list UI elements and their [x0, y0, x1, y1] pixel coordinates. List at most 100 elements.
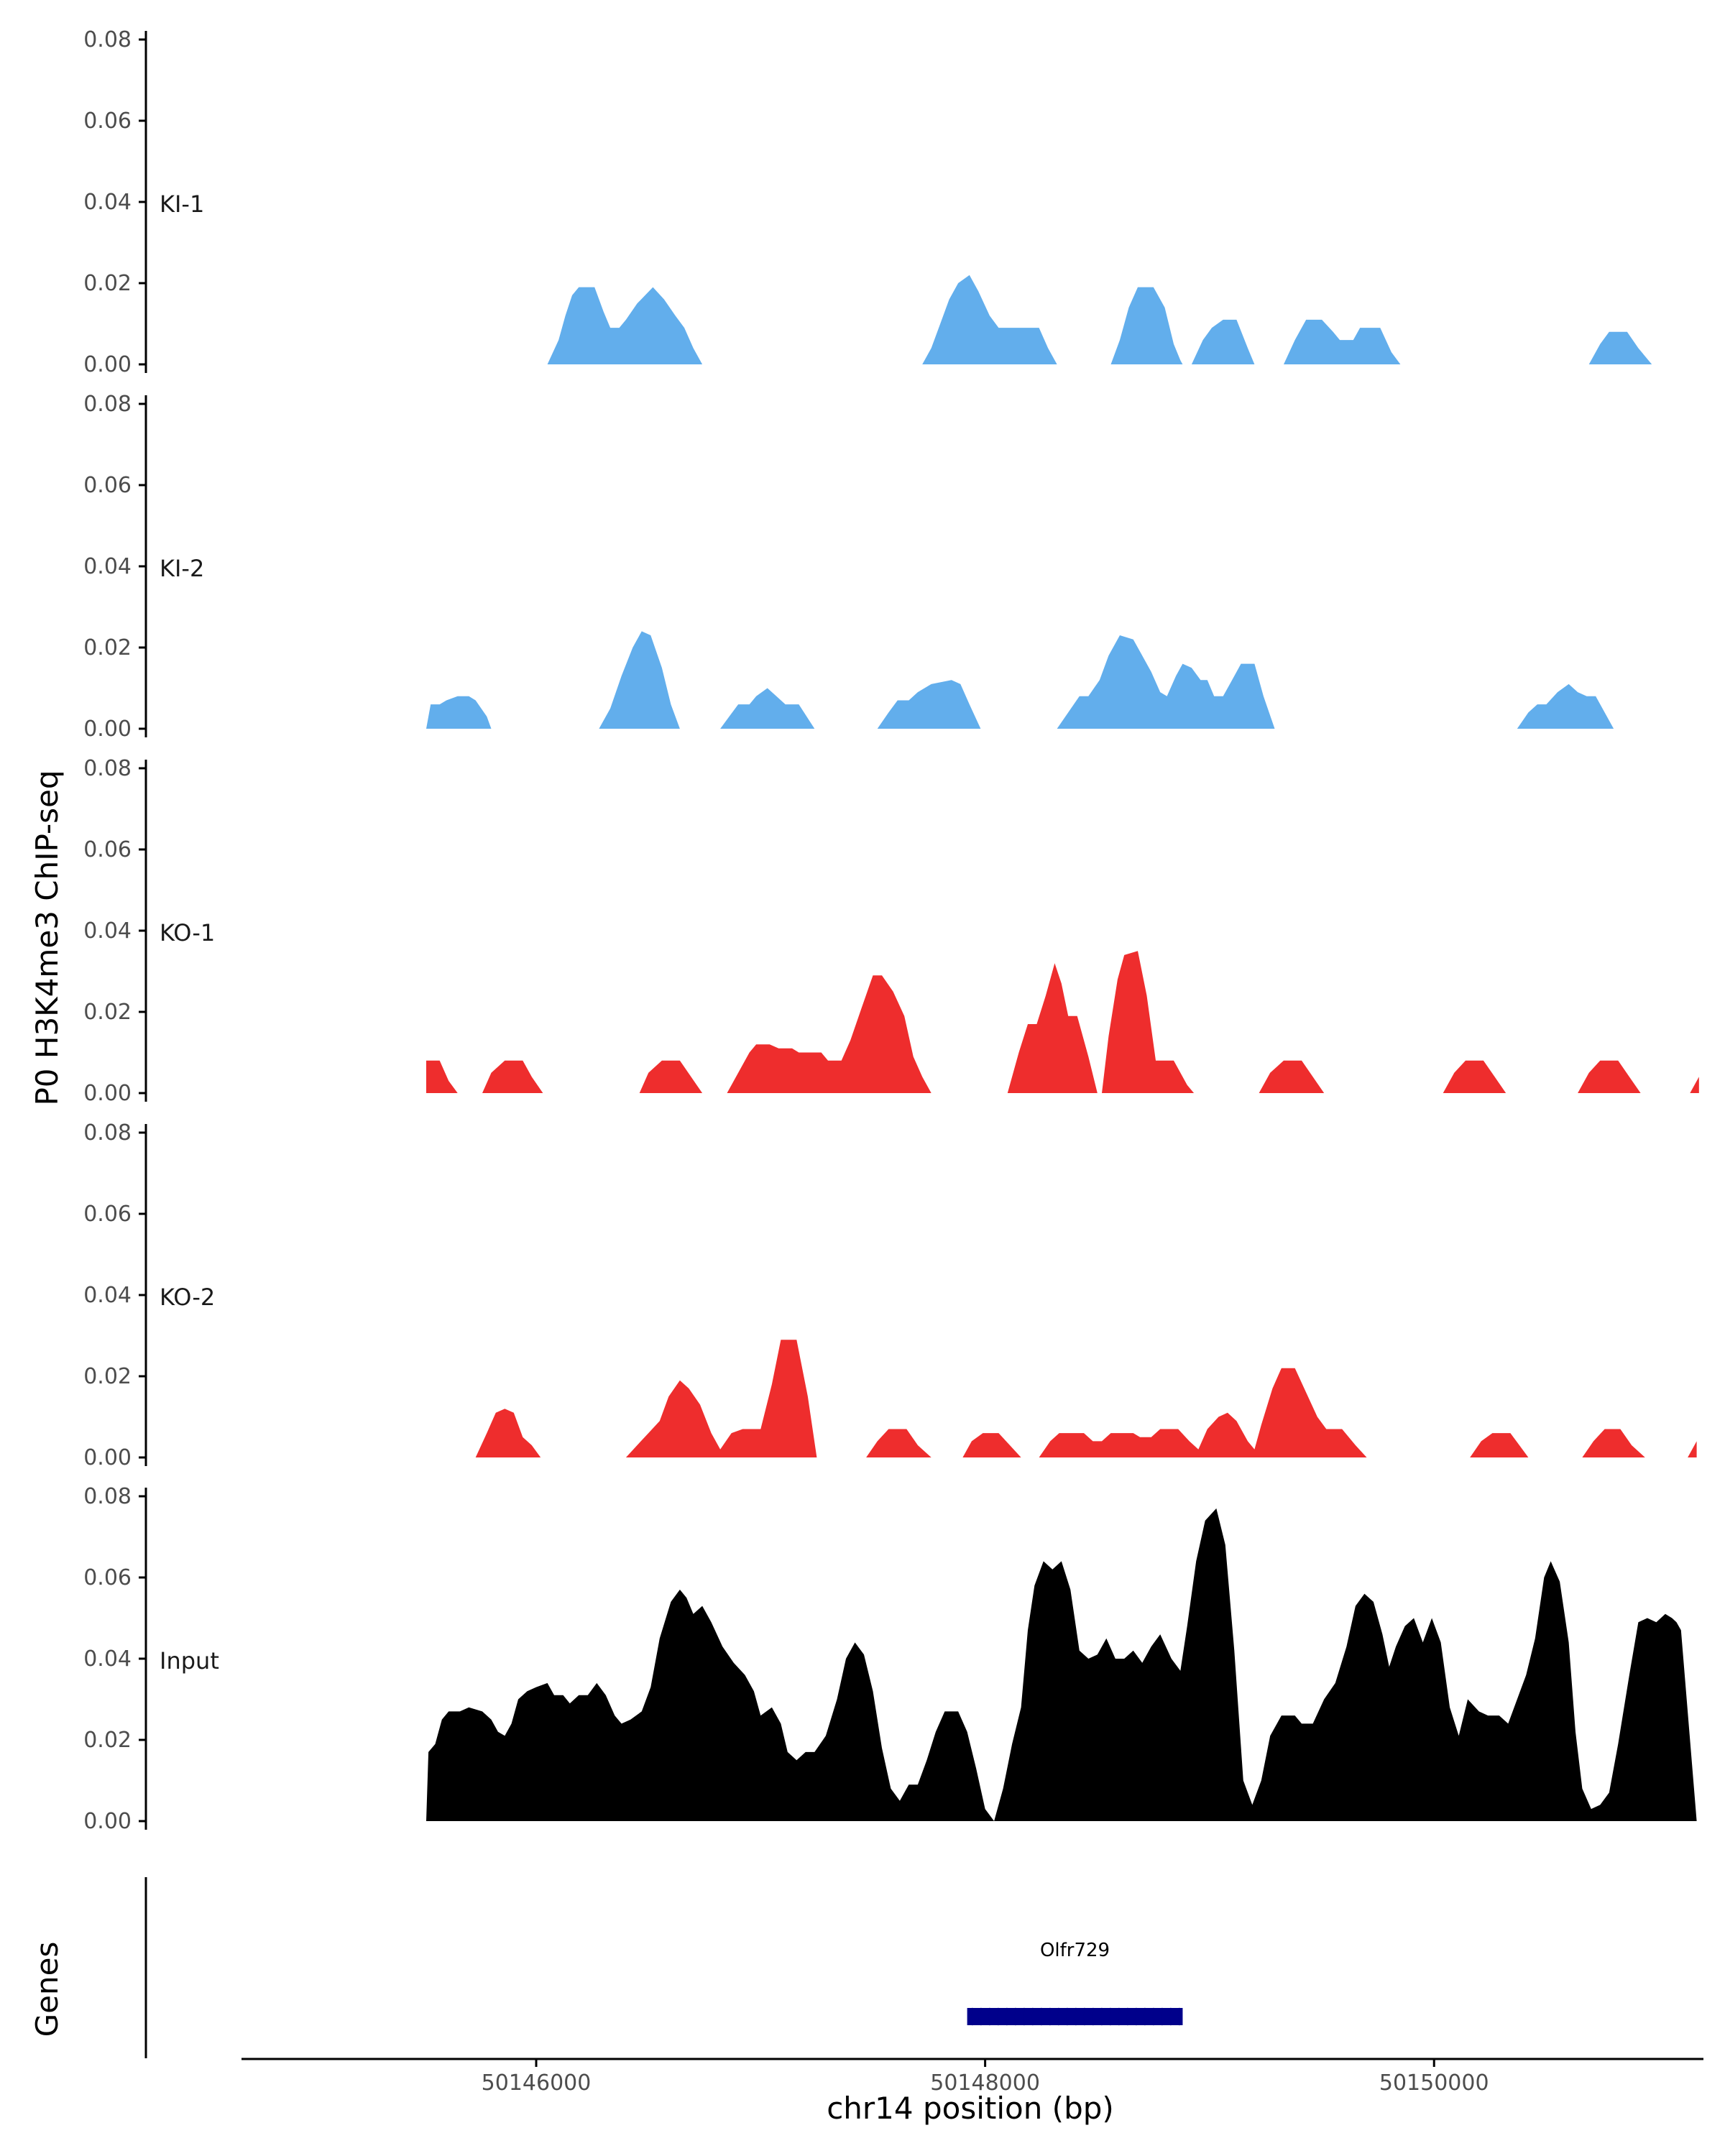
signal-peak-ko-2 [1582, 1429, 1645, 1457]
y-tick-label: 0.04 [83, 918, 132, 944]
signal-peak-ki-1 [1191, 319, 1255, 364]
y-tick-label: 0.08 [83, 756, 132, 781]
track-ko-1: 0.00 0.02 0.04 0.06 0.08 KO-1 [83, 756, 1699, 1106]
signal-peak-ko-2 [1688, 1441, 1697, 1457]
signal-peak-ki-1 [1588, 331, 1652, 364]
signal-peak-ki-2 [1057, 635, 1275, 729]
signal-peak-ko-1 [426, 1060, 458, 1093]
gene-olfr729: Olfr729 [967, 1940, 1183, 2026]
track-ki-1: 0.00 0.02 0.04 0.06 0.08 KI-1 [83, 27, 1652, 377]
signal-peak-input [426, 1508, 1697, 1821]
y-tick-label: 0.08 [83, 1120, 132, 1146]
strand-arrow-icon [1141, 2007, 1146, 2026]
track-label: KI-2 [160, 555, 204, 582]
track-label: KO-1 [160, 919, 215, 946]
signal-tracks: 0.00 0.02 0.04 0.06 0.08 KI-1 0.00 0.02 0.04 0.06… [83, 27, 1699, 1834]
signal-peak-ko-1 [1443, 1060, 1506, 1093]
y-tick-label: 0.04 [83, 1283, 132, 1308]
strand-arrow-icon [1107, 2007, 1112, 2026]
x-axis: 50146000 50148000 50150000 [242, 2058, 1703, 2096]
strand-arrow-icon [1021, 2007, 1026, 2026]
signal-peak-ko-2 [1470, 1433, 1529, 1457]
y-tick-label: 0.08 [83, 27, 132, 52]
strand-arrow-icon [978, 2007, 983, 2026]
strand-arrow-icon [1012, 2007, 1017, 2026]
signal-peak-ko-1 [1259, 1060, 1325, 1093]
y-axis-title: P0 H3K4me3 ChIP-seq [29, 770, 65, 1105]
y-tick-label: 0.06 [83, 109, 132, 134]
signal-peak-ki-2 [1517, 683, 1614, 729]
signal-peak-ko-1 [1007, 963, 1098, 1093]
track-ko-2: 0.00 0.02 0.04 0.06 0.08 KO-2 [83, 1120, 1697, 1470]
x-tick-label: 50146000 [482, 2070, 592, 2096]
signal-peak-ki-2 [426, 696, 492, 729]
x-tick-label: 50148000 [930, 2070, 1040, 2096]
signal-peak-ko-2 [866, 1429, 932, 1457]
y-tick-label: 0.08 [83, 1484, 132, 1509]
y-tick-label: 0.02 [83, 1000, 132, 1025]
y-tick-label: 0.00 [83, 1809, 132, 1834]
track-ki-2: 0.00 0.02 0.04 0.06 0.08 KI-2 [83, 392, 1614, 742]
y-tick-label: 0.04 [83, 554, 132, 579]
strand-arrow-icon [986, 2007, 991, 2026]
strand-arrow-icon [1003, 2007, 1008, 2026]
y-tick-label: 0.06 [83, 837, 132, 862]
track-label: Input [160, 1647, 219, 1674]
y-tick-label: 0.00 [83, 1445, 132, 1470]
strand-arrow-icon [1090, 2007, 1095, 2026]
track-input: 0.00 0.02 0.04 0.06 0.08 Input [83, 1484, 1697, 1834]
signal-peak-ki-1 [1284, 319, 1401, 364]
strand-arrow-icon [1038, 2007, 1043, 2026]
genes-axis-title: Genes [29, 1942, 65, 2037]
y-tick-label: 0.08 [83, 392, 132, 417]
signal-peak-ki-2 [720, 688, 815, 729]
signal-peak-ki-1 [547, 287, 703, 364]
strand-arrow-icon [1176, 2007, 1181, 2026]
signal-peak-ko-1 [1578, 1060, 1641, 1093]
y-tick-label: 0.02 [83, 1364, 132, 1389]
y-tick-label: 0.06 [83, 1202, 132, 1227]
signal-peak-ki-1 [922, 275, 1057, 364]
y-tick-label: 0.02 [83, 271, 132, 296]
x-tick-label: 50150000 [1379, 2070, 1489, 2096]
strand-arrow-icon [1124, 2007, 1129, 2026]
signal-peak-ko-1 [1102, 951, 1195, 1093]
signal-peak-ko-2 [1039, 1368, 1367, 1457]
y-tick-label: 0.02 [83, 635, 132, 660]
strand-arrow-icon [1029, 2007, 1034, 2026]
strand-arrow-icon [1055, 2007, 1060, 2026]
strand-arrow-icon [1098, 2007, 1103, 2026]
strand-arrow-icon [1046, 2007, 1052, 2026]
strand-arrow-icon [1072, 2007, 1077, 2026]
strand-arrow-icon [995, 2007, 1000, 2026]
x-axis-title: chr14 position (bp) [827, 2091, 1114, 2126]
strand-arrow-icon [1116, 2007, 1121, 2026]
signal-peak-ko-1 [727, 975, 932, 1093]
y-tick-label: 0.04 [83, 1646, 132, 1672]
strand-arrow-icon [1150, 2007, 1155, 2026]
signal-peak-ki-2 [599, 631, 680, 729]
strand-arrow-icon [1167, 2007, 1172, 2026]
signal-peak-ko-1 [639, 1060, 703, 1093]
signal-peak-ko-2 [962, 1433, 1021, 1457]
strand-arrow-icon [1081, 2007, 1086, 2026]
y-tick-label: 0.00 [83, 1081, 132, 1106]
y-tick-label: 0.06 [83, 1565, 132, 1590]
signal-peak-ki-1 [1110, 287, 1183, 364]
y-tick-label: 0.02 [83, 1728, 132, 1753]
signal-peak-ko-2 [475, 1409, 541, 1457]
strand-arrow-icon [969, 2007, 974, 2026]
strand-arrow-icon [1133, 2007, 1138, 2026]
y-tick-label: 0.04 [83, 190, 132, 215]
signal-peak-ki-2 [877, 680, 981, 729]
strand-arrow-icon [1159, 2007, 1164, 2026]
track-label: KI-1 [160, 190, 204, 218]
strand-arrow-icon [1064, 2007, 1069, 2026]
signal-peak-ko-1 [1690, 1077, 1699, 1093]
y-tick-label: 0.00 [83, 352, 132, 377]
y-tick-label: 0.00 [83, 717, 132, 742]
y-tick-label: 0.06 [83, 473, 132, 498]
track-label: KO-2 [160, 1284, 215, 1311]
gene-label: Olfr729 [1040, 1940, 1110, 1961]
